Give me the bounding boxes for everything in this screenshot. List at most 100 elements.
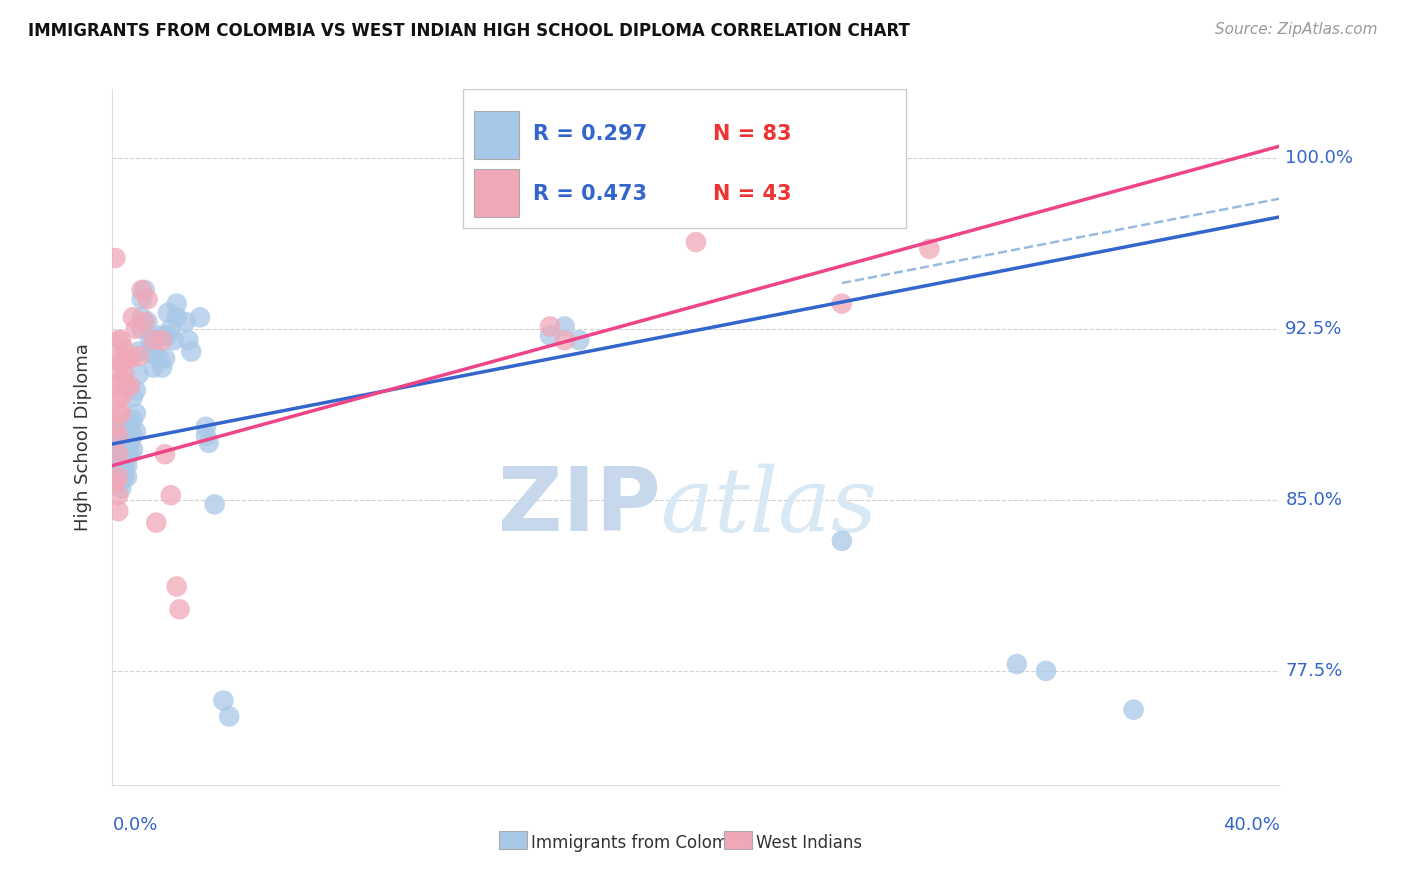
Point xyxy=(153,328,176,343)
Text: Immigrants from Colombia: Immigrants from Colombia xyxy=(531,834,754,852)
Point xyxy=(107,406,129,420)
Point xyxy=(107,390,129,404)
Point xyxy=(166,310,188,325)
Point xyxy=(128,349,150,363)
Text: West Indians: West Indians xyxy=(756,834,862,852)
Point xyxy=(115,351,138,366)
Point xyxy=(110,463,132,477)
Point xyxy=(685,235,707,249)
Point xyxy=(188,310,211,325)
Point xyxy=(134,315,156,329)
Point xyxy=(107,363,129,377)
Point xyxy=(1122,703,1144,717)
Point xyxy=(160,488,183,502)
Point xyxy=(122,413,145,427)
Point xyxy=(107,425,129,439)
Point xyxy=(110,390,132,404)
Point xyxy=(122,390,145,404)
Point xyxy=(112,425,135,439)
Text: 100.0%: 100.0% xyxy=(1285,149,1354,167)
Point xyxy=(112,470,135,484)
Point xyxy=(125,384,148,398)
Point xyxy=(139,344,162,359)
Point xyxy=(107,504,129,518)
Point xyxy=(1005,657,1028,671)
Point xyxy=(118,378,141,392)
Point xyxy=(142,347,165,361)
Point xyxy=(110,482,132,496)
Point xyxy=(153,447,176,461)
Point xyxy=(918,242,941,256)
Point xyxy=(136,315,159,329)
Point xyxy=(148,351,170,366)
Text: R = 0.473: R = 0.473 xyxy=(533,184,647,203)
Point xyxy=(122,442,145,457)
Point xyxy=(110,417,132,432)
Point xyxy=(163,333,186,347)
Point xyxy=(112,368,135,382)
Point xyxy=(112,450,135,464)
Point xyxy=(110,426,132,441)
Point xyxy=(145,333,167,347)
Point xyxy=(107,470,129,484)
Point xyxy=(131,292,153,306)
Point xyxy=(112,417,135,432)
Text: N = 43: N = 43 xyxy=(713,184,792,203)
Point xyxy=(1035,664,1057,678)
Point xyxy=(538,319,561,334)
Point xyxy=(115,458,138,473)
Point xyxy=(153,351,176,366)
Point xyxy=(139,333,162,347)
Point xyxy=(110,406,132,420)
Text: IMMIGRANTS FROM COLOMBIA VS WEST INDIAN HIGH SCHOOL DIPLOMA CORRELATION CHART: IMMIGRANTS FROM COLOMBIA VS WEST INDIAN … xyxy=(28,22,910,40)
Point xyxy=(156,306,179,320)
Point xyxy=(194,429,217,443)
Point xyxy=(107,447,129,461)
Point xyxy=(115,447,138,461)
Point xyxy=(122,310,145,325)
Point xyxy=(104,429,127,443)
Point xyxy=(115,435,138,450)
Point xyxy=(107,333,129,347)
Point xyxy=(107,488,129,502)
Point xyxy=(554,319,576,334)
Point xyxy=(218,709,240,723)
Point xyxy=(134,283,156,297)
Point xyxy=(112,343,135,357)
Point xyxy=(831,533,853,548)
Point xyxy=(107,451,129,466)
Point xyxy=(107,438,129,452)
Point xyxy=(125,322,148,336)
Text: 77.5%: 77.5% xyxy=(1285,662,1343,680)
Point xyxy=(104,251,127,265)
Text: 92.5%: 92.5% xyxy=(1285,319,1343,338)
Point xyxy=(136,292,159,306)
Y-axis label: High School Diploma: High School Diploma xyxy=(73,343,91,531)
Point xyxy=(115,378,138,392)
Point xyxy=(118,447,141,461)
Point xyxy=(554,333,576,347)
Point xyxy=(150,360,173,375)
Point xyxy=(128,344,150,359)
Point xyxy=(115,419,138,434)
Point xyxy=(125,406,148,420)
Point xyxy=(568,333,591,347)
Point xyxy=(145,516,167,530)
Point xyxy=(831,296,853,310)
Point xyxy=(104,434,127,448)
Point xyxy=(110,374,132,388)
Point xyxy=(160,322,183,336)
Text: ZIP: ZIP xyxy=(498,463,661,550)
Point xyxy=(125,425,148,439)
Point xyxy=(118,435,141,450)
Point xyxy=(131,283,153,297)
Point xyxy=(115,470,138,484)
Point xyxy=(107,467,129,482)
Point xyxy=(204,497,226,511)
Point xyxy=(107,461,129,475)
Point xyxy=(166,580,188,594)
Point xyxy=(118,417,141,432)
Point xyxy=(107,378,129,392)
Point xyxy=(107,351,129,366)
Point xyxy=(128,368,150,382)
